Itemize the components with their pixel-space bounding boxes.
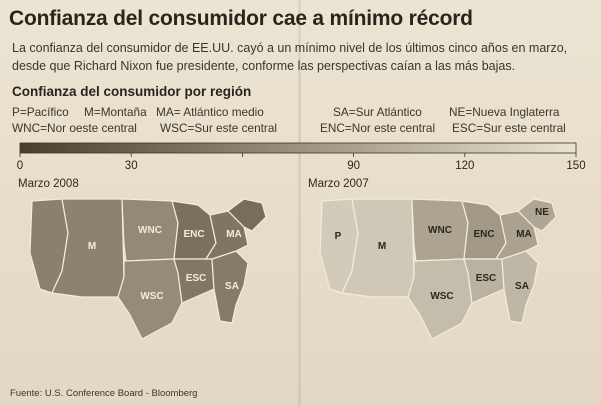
chart-title: Confianza del consumidor cae a mínimo ré… [9, 7, 473, 30]
scale-gradient [19, 142, 577, 154]
paper-fold [298, 0, 301, 405]
map-label-2007: Marzo 2007 [308, 178, 369, 190]
scale-tick-label: 90 [347, 160, 360, 171]
legend-item-ma: MA= Atlántico medio [156, 105, 264, 119]
region-label-esc: ESC [186, 273, 207, 284]
chart-subtitle: Confianza del consumidor por región [12, 84, 252, 99]
source-note: Fuente: U.S. Conference Board - Bloomber… [10, 388, 198, 399]
region-label-sa: SA [225, 281, 239, 292]
region-label-sa: SA [515, 281, 529, 292]
chart-description: La confianza del consumidor de EE.UU. ca… [12, 41, 568, 73]
legend-item-p: P=Pacífico [12, 105, 69, 119]
region-label-ma: MA [516, 229, 532, 240]
region-label-m: M [88, 241, 96, 252]
region-label-wnc: WNC [428, 225, 452, 236]
legend-item-wsc: WSC=Sur este central [160, 121, 278, 135]
legend-item-enc: ENC=Nor este central [320, 121, 436, 135]
region-ne-2008 [227, 198, 267, 232]
region-label-esc: ESC [476, 273, 497, 284]
region-label-wnc: WNC [138, 225, 162, 236]
legend-item-ne: NE=Nueva Inglaterra [449, 105, 560, 119]
legend-item-esc: ESC=Sur este central [452, 121, 566, 135]
region-sa-2007 [501, 250, 539, 324]
map-label-2008: Marzo 2008 [18, 178, 79, 190]
scale-tick-label: 30 [125, 160, 138, 171]
scale-tick-label: 0 [17, 160, 23, 171]
region-label-ma: MA [226, 229, 242, 240]
legend-item-sa: SA=Sur Atlántico [333, 105, 422, 119]
region-label-enc: ENC [183, 229, 204, 240]
legend-item-wnc: WNC=Nor oeste central [12, 121, 137, 135]
region-sa-2008 [211, 250, 249, 324]
color-scale-bar: 0 30 90 120 150 [17, 142, 586, 171]
scale-tick-label: 150 [566, 160, 585, 171]
legend-item-m: M=Montaña [84, 105, 147, 119]
region-label-enc: ENC [473, 229, 494, 240]
scale-tick-label: 120 [455, 160, 474, 171]
region-label-p: P [335, 231, 342, 242]
region-label-wsc: WSC [140, 291, 163, 302]
region-label-wsc: WSC [430, 291, 453, 302]
us-map-2008: M WNC WSC ENC ESC SA MA [29, 198, 267, 340]
region-ne-2007 [517, 198, 557, 232]
region-label-ne: NE [535, 207, 549, 218]
region-label-m: M [378, 241, 386, 252]
